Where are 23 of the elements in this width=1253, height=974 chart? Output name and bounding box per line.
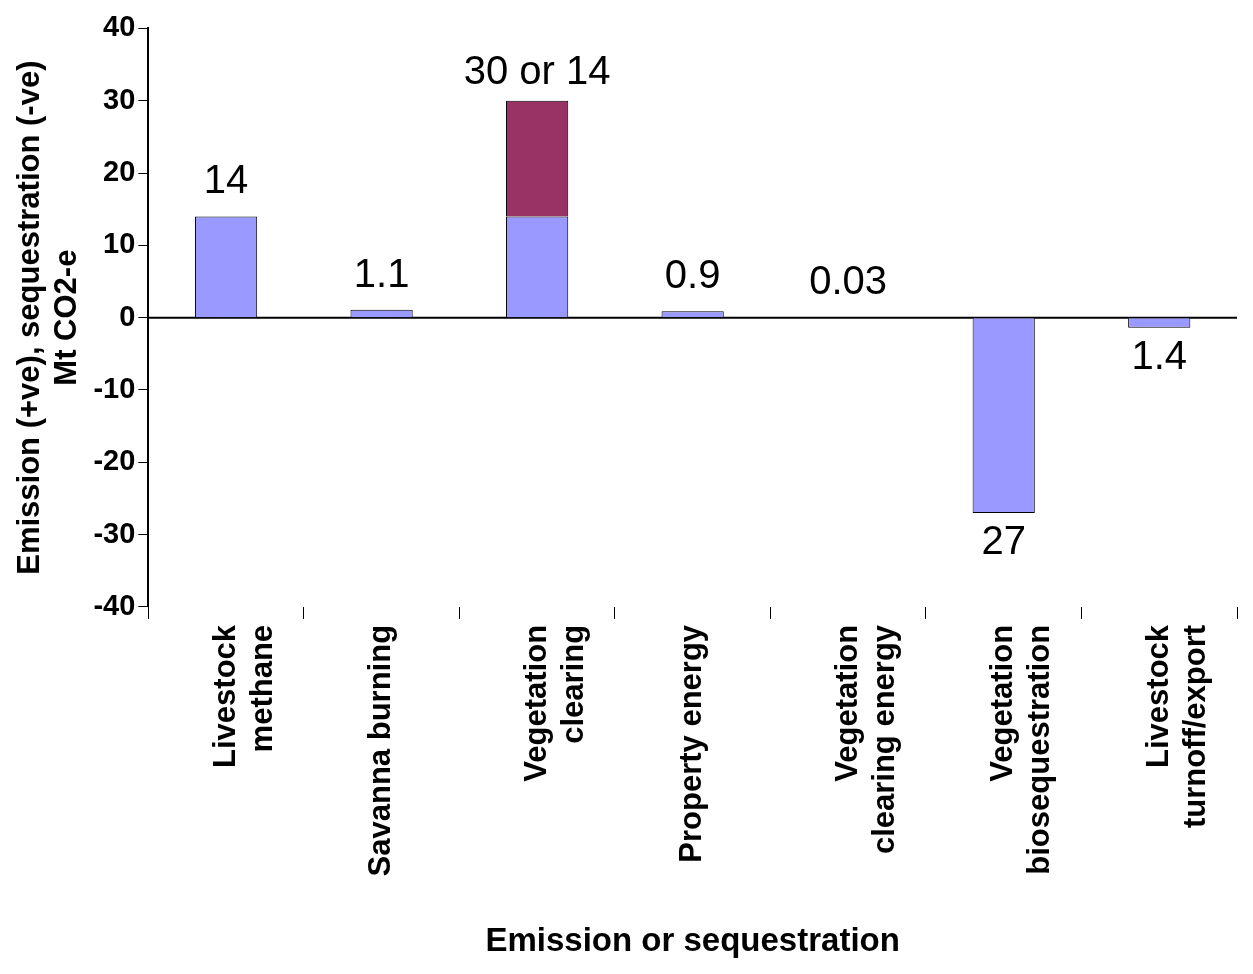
y-axis-title: Emission (+ve), sequestration (-ve) Mt CO2-e bbox=[11, 60, 84, 575]
data-label: 14 bbox=[203, 157, 249, 202]
x-axis-title: Emission or sequestration bbox=[485, 921, 900, 959]
y-tick-label: -30 bbox=[93, 516, 136, 549]
y-tick-label: 20 bbox=[103, 155, 136, 188]
y-tick-label: 30 bbox=[103, 82, 136, 115]
annotation: 30 or 14 bbox=[463, 47, 611, 92]
x-tick-label: Vegetation clearing energy bbox=[828, 624, 901, 855]
x-tick-label: Vegetation clearing bbox=[517, 624, 590, 782]
data-label: 0.03 bbox=[809, 258, 888, 303]
annotation: 27 bbox=[981, 517, 1026, 562]
y-tick-label: 40 bbox=[103, 10, 136, 43]
y-tick-label: -40 bbox=[93, 588, 136, 621]
data-label: 1.1 bbox=[353, 250, 410, 295]
x-tick-label: Savanna burning bbox=[362, 624, 398, 877]
annotation: 1.4 bbox=[1131, 332, 1188, 377]
y-tick-label: 0 bbox=[119, 299, 136, 332]
y-tick-label: 10 bbox=[103, 227, 136, 260]
x-tick-label: Livestock methane bbox=[206, 624, 279, 768]
y-tick-label: -20 bbox=[93, 444, 136, 477]
y-tick-label: -10 bbox=[93, 371, 136, 404]
data-label: 0.9 bbox=[664, 252, 721, 297]
x-tick-label: Property energy bbox=[673, 624, 709, 863]
